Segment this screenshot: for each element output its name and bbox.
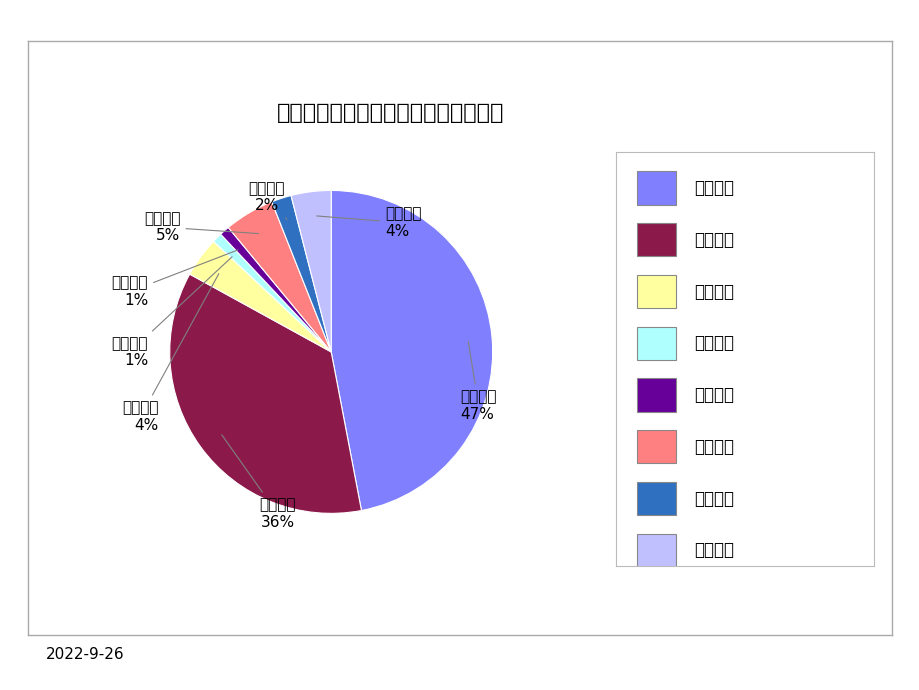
Text: 杰青项目: 杰青项目	[693, 489, 732, 508]
FancyBboxPatch shape	[636, 482, 675, 515]
Wedge shape	[271, 195, 331, 352]
Text: 联合基金: 联合基金	[693, 541, 732, 560]
FancyBboxPatch shape	[636, 431, 675, 464]
FancyBboxPatch shape	[636, 534, 675, 567]
Wedge shape	[213, 234, 331, 352]
FancyBboxPatch shape	[636, 171, 675, 204]
Text: 面上基金
47%: 面上基金 47%	[460, 342, 496, 422]
Wedge shape	[170, 274, 361, 513]
Wedge shape	[331, 190, 492, 511]
FancyBboxPatch shape	[636, 275, 675, 308]
FancyBboxPatch shape	[636, 378, 675, 411]
Text: 近五年各类型批准数所占批准总数比例: 近五年各类型批准数所占批准总数比例	[277, 103, 504, 123]
Text: 青年基金
36%: 青年基金 36%	[221, 435, 295, 529]
Text: 专项基金: 专项基金	[693, 282, 732, 301]
Text: 杰青项目
2%: 杰青项目 2%	[248, 181, 287, 219]
Text: 重点项目: 重点项目	[693, 386, 732, 404]
Text: 国际合作
1%: 国际合作 1%	[111, 257, 232, 368]
FancyBboxPatch shape	[636, 326, 675, 360]
Text: 青年基金: 青年基金	[693, 230, 732, 249]
Text: 重点项目
1%: 重点项目 1%	[111, 250, 238, 308]
Text: 2022-9-26: 2022-9-26	[46, 647, 124, 662]
Text: 重大课题
5%: 重大课题 5%	[144, 211, 258, 244]
Text: 联合基金
4%: 联合基金 4%	[316, 206, 421, 239]
Wedge shape	[189, 241, 331, 352]
Wedge shape	[290, 190, 331, 352]
Text: 面上基金: 面上基金	[693, 179, 732, 197]
Text: 重大课题: 重大课题	[693, 437, 732, 456]
Wedge shape	[228, 201, 331, 352]
Text: 国际合作: 国际合作	[693, 334, 732, 353]
Text: 专项基金
4%: 专项基金 4%	[122, 274, 219, 433]
FancyBboxPatch shape	[636, 224, 675, 256]
Wedge shape	[221, 228, 331, 352]
